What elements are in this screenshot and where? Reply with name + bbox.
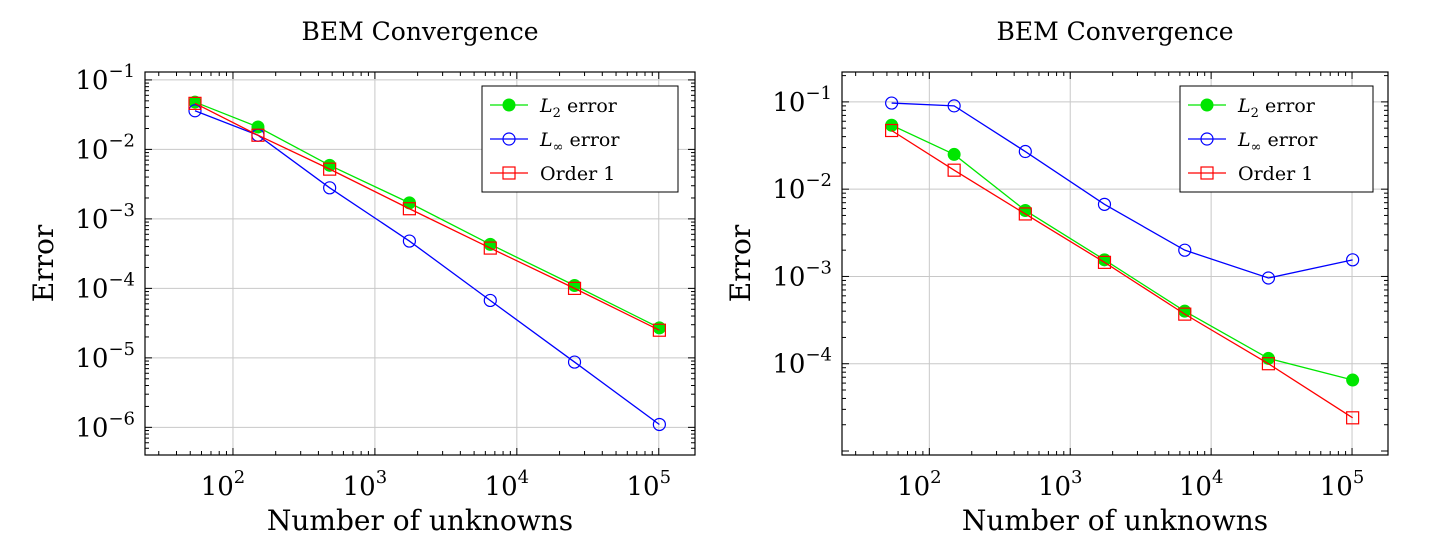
data-point [947, 163, 961, 177]
data-point [567, 281, 582, 295]
data-point [323, 181, 337, 195]
legend-marker [502, 166, 516, 180]
legend: L2 error L∞ error Order 1 [1179, 85, 1374, 193]
data-point [1018, 207, 1032, 221]
legend-marker [502, 132, 516, 146]
data-point [483, 293, 497, 308]
data-point [947, 147, 961, 161]
data-point [483, 241, 497, 255]
legend-entry-3: Order 1 [1188, 163, 1313, 185]
data-point [323, 162, 337, 176]
data-point [1178, 307, 1192, 321]
data-point [885, 118, 899, 132]
data-point [1346, 411, 1360, 425]
chart-title: BEM Convergence [301, 17, 538, 46]
data-point [402, 202, 416, 216]
data-point [1261, 357, 1276, 371]
legend-label: L∞ error [539, 129, 620, 155]
data-point [1097, 255, 1112, 269]
data-point [567, 355, 582, 369]
series-line [194, 102, 660, 331]
data-point [1346, 253, 1360, 267]
x-tick-label: 105 [1320, 467, 1365, 502]
legend-label: L2 error [1237, 95, 1316, 121]
legend-marker [1200, 166, 1214, 180]
legend-entry-1: L2 error [1188, 95, 1316, 121]
series-line [891, 129, 1353, 419]
y-tick-label: 10−4 [772, 345, 832, 380]
y-tick-label: 10−1 [772, 83, 832, 118]
legend-marker [502, 98, 516, 112]
y-tick-label: 10−5 [75, 339, 135, 374]
y-tick-label: 10−6 [75, 408, 135, 443]
legend: L2 error L∞ error Order 1 [481, 85, 679, 193]
x-tick-label: 104 [1179, 467, 1224, 502]
y-axis-label: Error [27, 224, 60, 302]
x-tick-label: 104 [485, 467, 530, 502]
legend-marker [1200, 132, 1214, 146]
series-line [891, 102, 1353, 279]
y-tick-label: 10−1 [75, 61, 135, 96]
data-point [1097, 197, 1112, 211]
y-tick-label: 10−4 [75, 269, 135, 304]
y-axis-label: Error [724, 224, 757, 302]
data-point [1346, 373, 1360, 387]
legend-label: L∞ error [1237, 129, 1318, 155]
x-tick-label: 103 [343, 467, 388, 502]
y-tick-label: 10−3 [75, 200, 135, 235]
x-tick-label: 103 [1038, 467, 1083, 502]
data-point [568, 278, 582, 292]
data-point [885, 123, 899, 138]
data-point [188, 96, 202, 110]
y-tick-label: 10−2 [772, 170, 832, 205]
chart-panel-1: BEM Convergence Number of unknowns Error 10… [27, 17, 696, 537]
legend-marker [1200, 98, 1214, 112]
legend-entry-1: L2 error [490, 95, 618, 121]
legend-entry-3: Order 1 [490, 163, 615, 185]
data-point [251, 128, 265, 142]
data-point [1261, 271, 1276, 285]
legend-entry-2: L∞ error [490, 129, 620, 155]
x-tick-label: 105 [626, 467, 671, 502]
data-point [1018, 144, 1032, 159]
plot-frame [841, 71, 1389, 456]
legend-label: L2 error [539, 95, 618, 121]
plot-frame [144, 71, 696, 456]
legend-entry-2: L∞ error [1188, 129, 1318, 155]
x-axis-label: Number of unknowns [962, 504, 1268, 537]
x-tick-label: 102 [897, 467, 942, 502]
x-tick-label: 102 [201, 467, 246, 502]
series-3 [188, 96, 666, 337]
chart-panel-2: BEM Convergence Number of unknowns Error 10… [724, 17, 1389, 537]
data-point [947, 99, 961, 113]
data-point [885, 96, 899, 110]
chart-title: BEM Convergence [996, 17, 1233, 46]
data-point [402, 234, 416, 248]
y-tick-label: 10−2 [75, 130, 135, 165]
data-point [1178, 243, 1192, 257]
series-3 [885, 123, 1360, 425]
series-2 [885, 96, 1360, 285]
legend-label: Order 1 [1238, 163, 1313, 185]
data-point [652, 323, 666, 337]
y-tick-label: 10−3 [772, 257, 832, 292]
legend-label: Order 1 [540, 163, 615, 185]
data-point [652, 417, 666, 432]
x-axis-label: Number of unknowns [267, 504, 573, 537]
data-point [1261, 351, 1275, 365]
data-point [188, 104, 202, 118]
